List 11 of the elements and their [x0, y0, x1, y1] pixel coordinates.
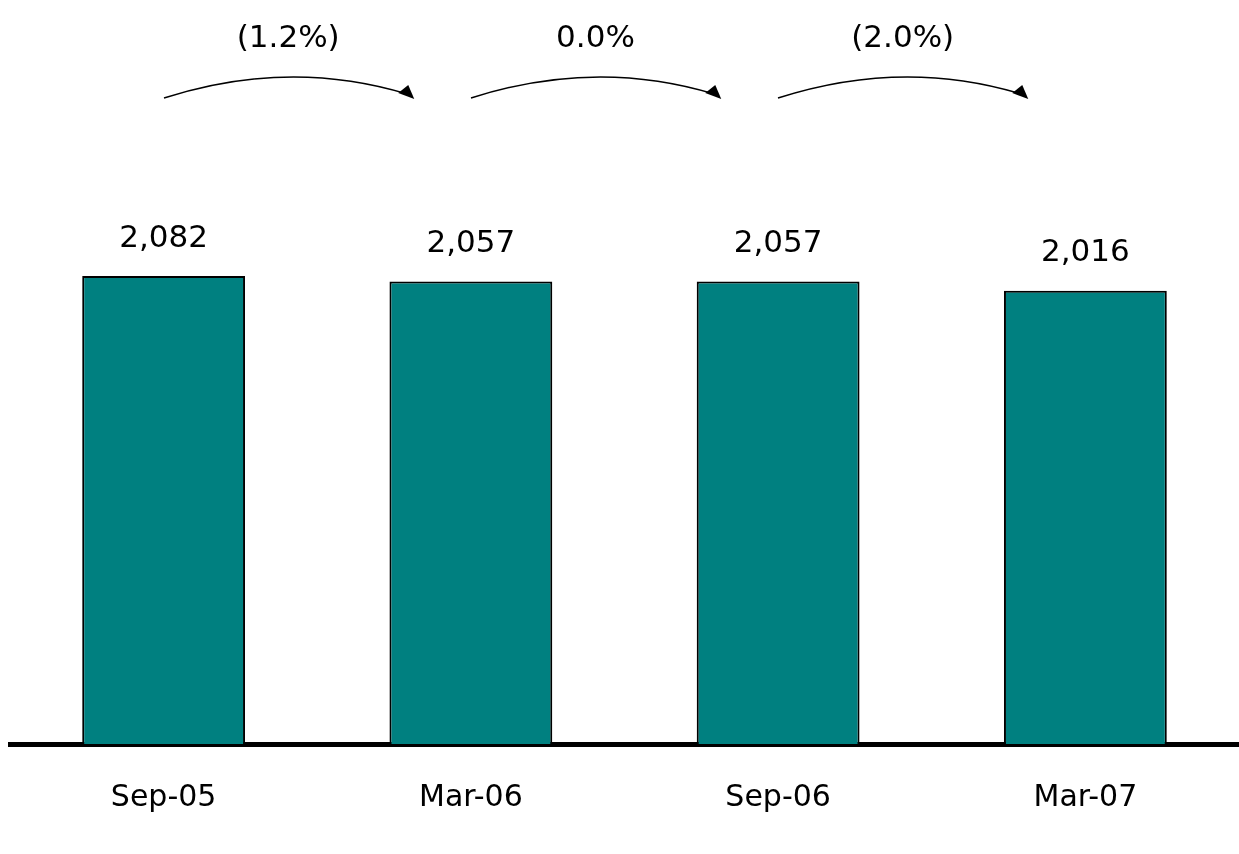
x-tick-label: Sep-05 [110, 777, 217, 813]
data-label: 2,016 [1041, 232, 1130, 269]
x-tick-label: Mar-07 [1033, 777, 1138, 813]
text: (2.0%) [850, 18, 956, 54]
data-label: 2,057 [733, 223, 823, 260]
data-label: 2,082 [119, 217, 208, 254]
x-tick-label: Mar-06 [419, 777, 523, 813]
data-label: 2,057 [426, 223, 516, 260]
x-tick-label: Sep-06 [725, 777, 831, 813]
text: (1.2%) [235, 18, 341, 54]
text: 0.0% [555, 18, 636, 54]
